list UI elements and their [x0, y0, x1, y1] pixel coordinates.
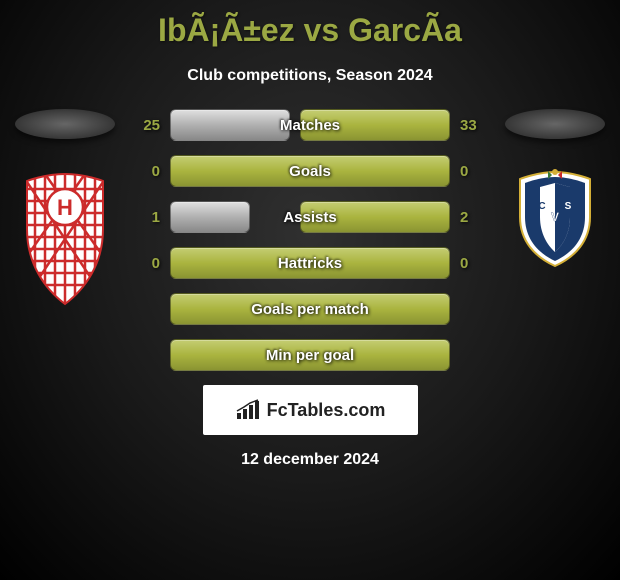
stat-label: Goals per match — [251, 301, 369, 318]
bars-wrap: Matches — [170, 109, 450, 141]
stat-value-left: 0 — [135, 255, 160, 272]
bars-wrap: Min per goal — [170, 339, 450, 371]
bars-wrap: Assists — [170, 201, 450, 233]
subtitle: Club competitions, Season 2024 — [0, 67, 620, 85]
stat-value-right: 0 — [460, 255, 485, 272]
brand-text: FcTables.com — [267, 400, 386, 421]
stat-value-left: 25 — [135, 117, 160, 134]
stat-assists: 1 Assists 2 — [135, 201, 485, 233]
stat-matches: 25 Matches 33 — [135, 109, 485, 141]
bars-wrap: Goals — [170, 155, 450, 187]
date-text: 12 december 2024 — [0, 451, 620, 469]
stat-label: Min per goal — [266, 347, 354, 364]
svg-text:S: S — [565, 201, 572, 212]
bars-wrap: Hattricks — [170, 247, 450, 279]
left-disc — [15, 109, 115, 139]
stat-hattricks: 0 Hattricks 0 — [135, 247, 485, 279]
brand-logo-box: FcTables.com — [203, 385, 418, 435]
right-col: V C S — [500, 109, 610, 269]
bar-left — [170, 201, 250, 233]
stat-value-right: 2 — [460, 209, 485, 226]
main-content: H 25 Matches 33 0 Goals 0 1 — [0, 109, 620, 371]
stat-mpg: Min per goal — [135, 339, 485, 371]
svg-text:H: H — [57, 195, 73, 220]
stat-gpm: Goals per match — [135, 293, 485, 325]
stat-label: Hattricks — [278, 255, 342, 272]
page-title: IbÃ¡Ã±ez vs GarcÃ­a — [0, 0, 620, 49]
svg-text:V: V — [551, 210, 559, 224]
team-right-logo: V C S — [510, 169, 600, 269]
svg-text:C: C — [538, 201, 545, 212]
stat-value-right: 0 — [460, 163, 485, 180]
left-col: H — [10, 109, 120, 309]
stat-value-left: 1 — [135, 209, 160, 226]
stat-goals: 0 Goals 0 — [135, 155, 485, 187]
right-disc — [505, 109, 605, 139]
chart-icon — [235, 399, 261, 421]
stats-col: 25 Matches 33 0 Goals 0 1 — [120, 109, 500, 371]
stat-value-left: 0 — [135, 163, 160, 180]
stat-label: Matches — [280, 117, 340, 134]
bars-wrap: Goals per match — [170, 293, 450, 325]
stat-value-right: 33 — [460, 117, 485, 134]
stat-label: Assists — [283, 209, 336, 226]
team-left-logo: H — [15, 169, 115, 309]
stat-label: Goals — [289, 163, 331, 180]
bar-left — [170, 109, 290, 141]
